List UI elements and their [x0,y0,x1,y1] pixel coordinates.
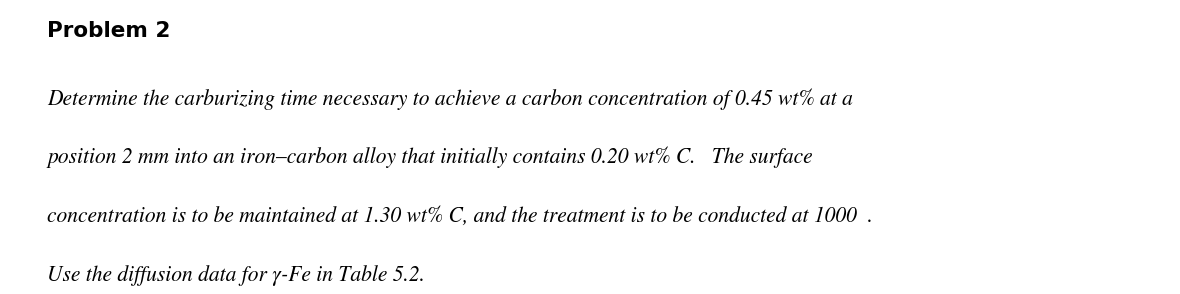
Text: Problem 2: Problem 2 [47,21,171,41]
Text: Use the diffusion data for γ-Fe in Table 5.2.: Use the diffusion data for γ-Fe in Table… [47,265,425,285]
Text: concentration is to be maintained at 1.30 wt% C, and the treatment is to be cond: concentration is to be maintained at 1.3… [47,206,873,227]
Text: Determine the carburizing time necessary to achieve a carbon concentration of 0.: Determine the carburizing time necessary… [47,88,853,110]
Text: position 2 mm into an iron–carbon alloy that initially contains 0.20 wt% C.   Th: position 2 mm into an iron–carbon alloy … [47,147,813,168]
